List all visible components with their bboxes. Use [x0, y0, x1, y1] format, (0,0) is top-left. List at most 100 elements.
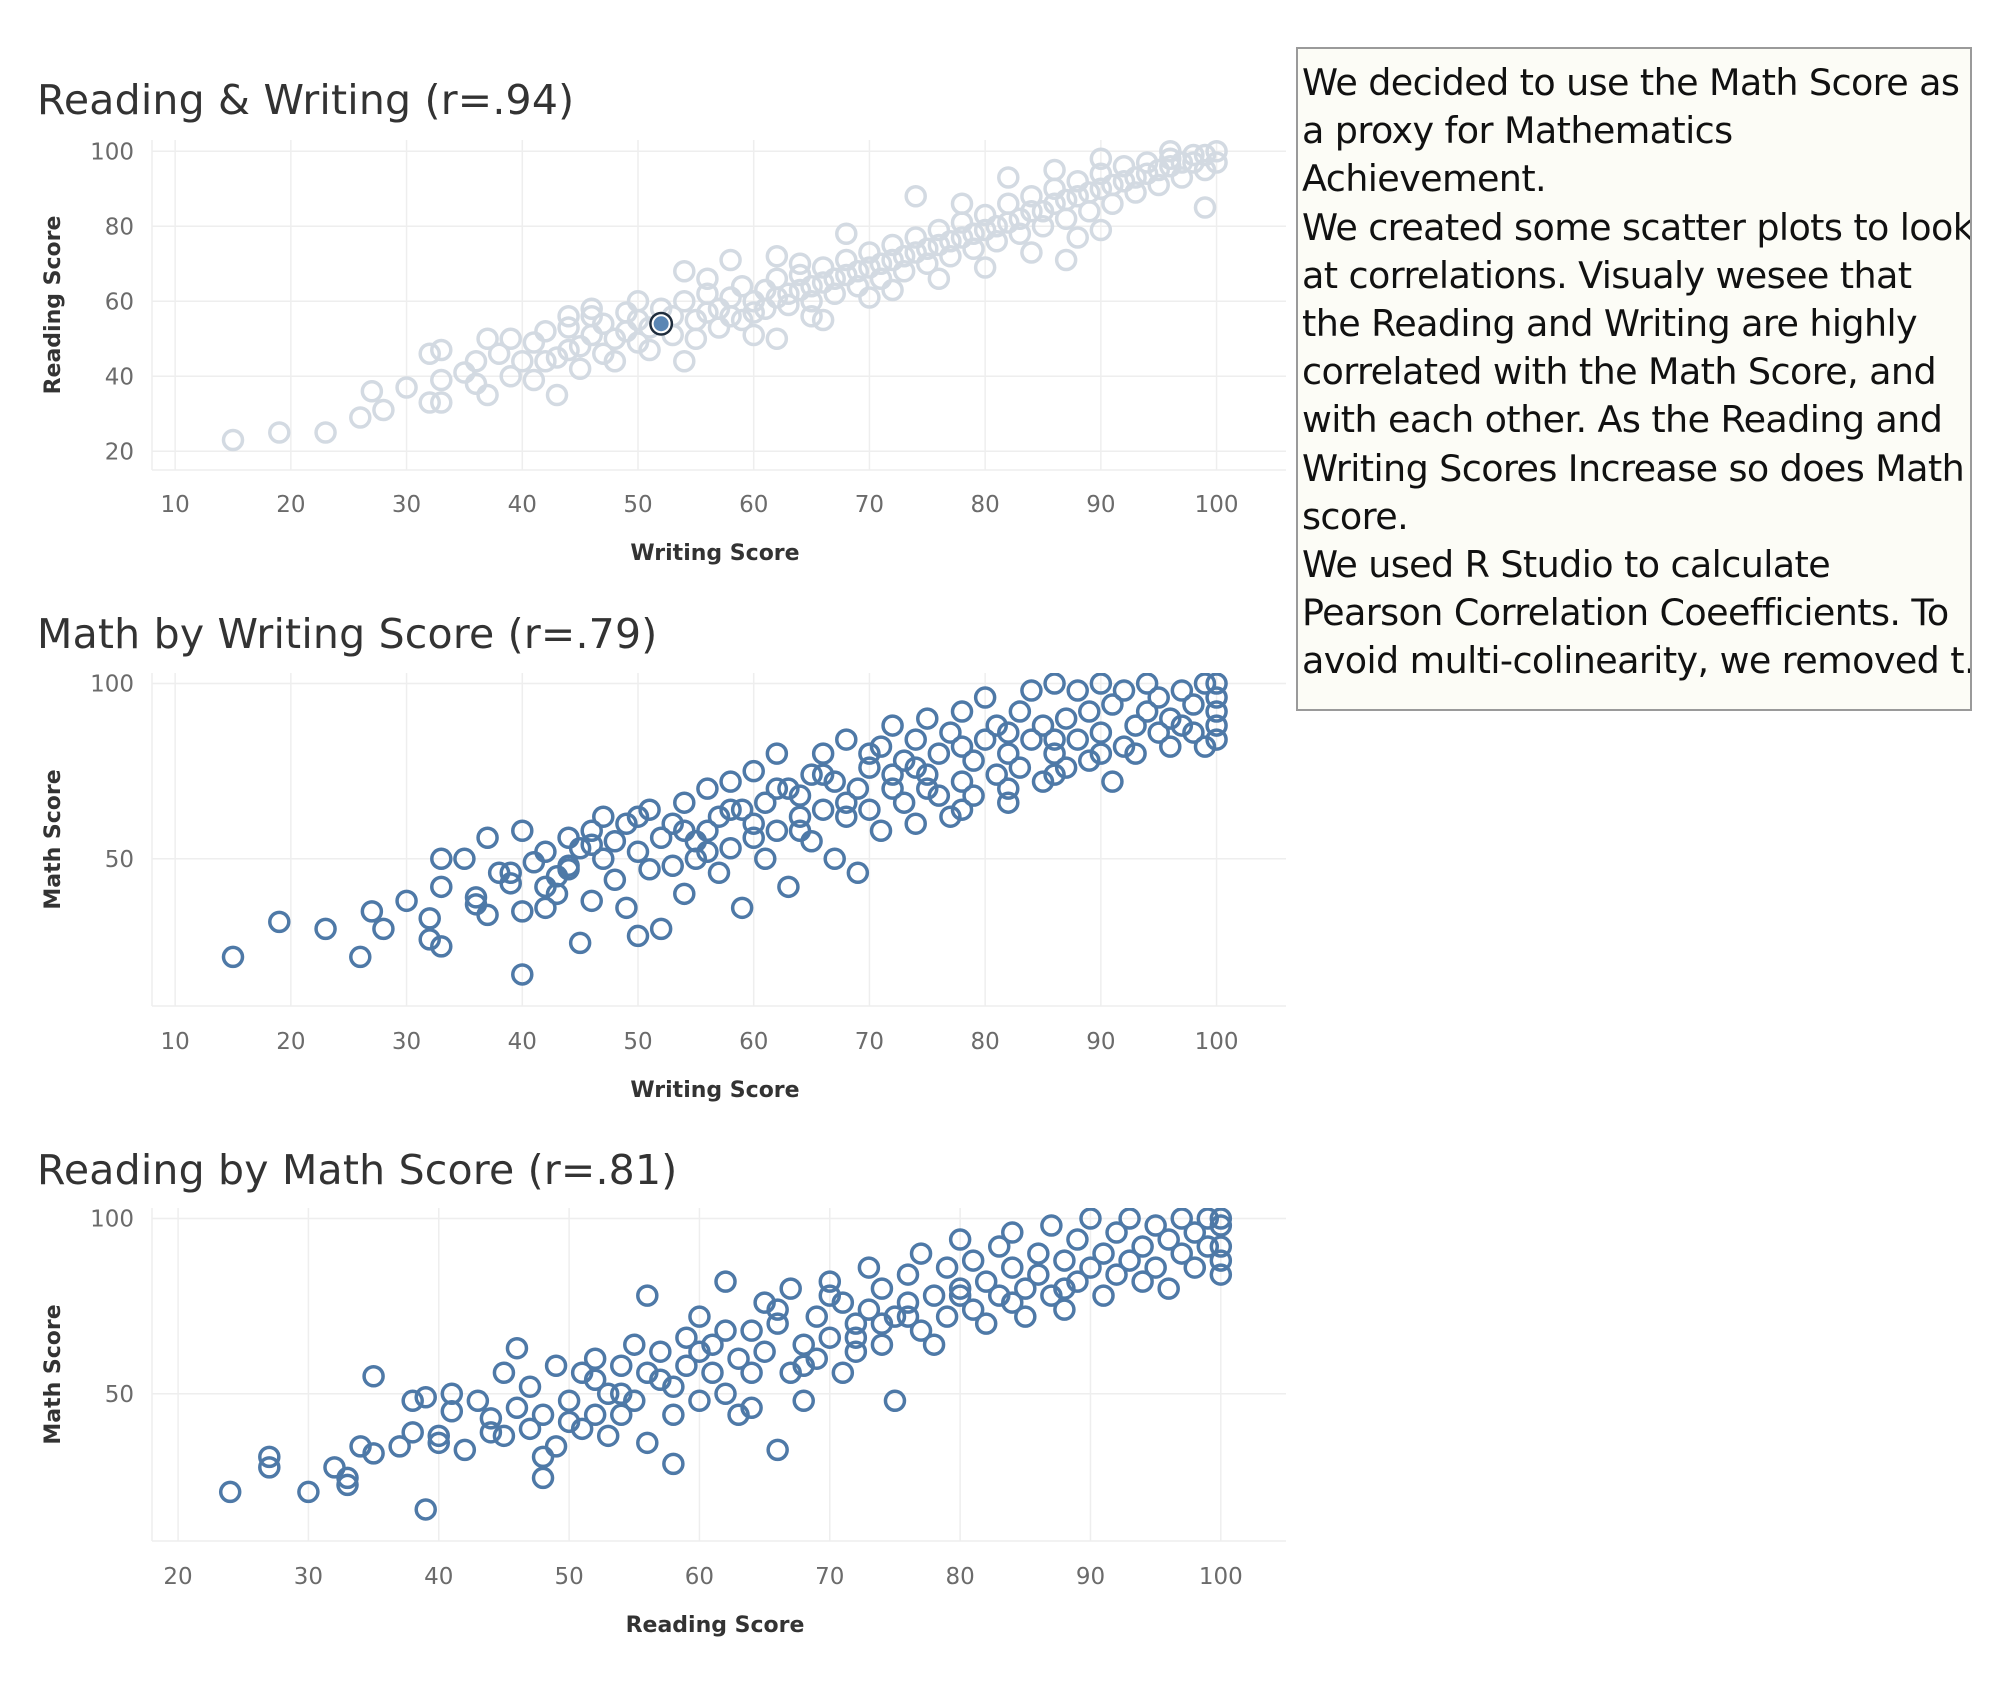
scatter-point[interactable] [688, 1340, 711, 1363]
scatter-point[interactable] [675, 1326, 698, 1349]
scatter-point[interactable] [869, 735, 893, 758]
scatter-point[interactable] [557, 854, 580, 878]
scatter-point[interactable] [649, 826, 673, 849]
scatter-point[interactable] [811, 763, 835, 786]
scatter-point[interactable] [962, 222, 985, 245]
scatter-point[interactable] [649, 1340, 672, 1363]
scatter-point[interactable] [1170, 1208, 1193, 1230]
scatter-point[interactable] [974, 1270, 998, 1293]
scatter-point[interactable] [997, 211, 1020, 234]
scatter-point[interactable] [684, 847, 708, 871]
scatter-point[interactable] [916, 252, 939, 275]
scatter-point[interactable] [1112, 170, 1136, 193]
scatter-point[interactable] [518, 1375, 542, 1399]
scatter-point[interactable] [1053, 1298, 1076, 1321]
scatter-point[interactable] [626, 805, 650, 828]
scatter-point[interactable] [268, 910, 291, 934]
scatter-point[interactable] [557, 316, 580, 339]
scatter-point[interactable] [1205, 140, 1228, 163]
scatter-point[interactable] [1054, 248, 1078, 272]
scatter-point[interactable] [835, 263, 858, 287]
scatter-point[interactable] [939, 245, 962, 268]
scatter-point[interactable] [580, 323, 603, 347]
scatter-point[interactable] [623, 1333, 646, 1356]
scatter-point[interactable] [1079, 1256, 1102, 1279]
scatter-point[interactable] [638, 338, 661, 362]
scatter-point[interactable] [499, 365, 522, 388]
scatter-point[interactable] [568, 931, 592, 955]
scatter-point[interactable] [531, 1403, 555, 1427]
scatter-point[interactable] [904, 241, 927, 264]
scatter-point[interactable] [696, 819, 719, 842]
scatter-point[interactable] [522, 851, 546, 874]
scatter-point[interactable] [323, 1456, 346, 1479]
scatter-point[interactable] [636, 1284, 659, 1307]
scatter-point[interactable] [881, 233, 904, 257]
scatter-point[interactable] [707, 805, 731, 828]
scatter-point[interactable] [973, 686, 997, 709]
scatter-point[interactable] [881, 763, 904, 786]
scatter-point[interactable] [927, 233, 951, 257]
scatter-point[interactable] [869, 819, 893, 842]
scatter-point[interactable] [430, 338, 453, 362]
scatter-point[interactable] [1112, 155, 1136, 178]
scatter-point[interactable] [1112, 679, 1136, 702]
scatter-point[interactable] [788, 263, 812, 287]
scatter-point[interactable] [511, 819, 534, 842]
scatter-point[interactable] [800, 290, 823, 313]
scatter-point[interactable] [844, 1326, 868, 1349]
scatter-point[interactable] [800, 830, 823, 853]
scatter-point[interactable] [858, 798, 881, 821]
scatter-point[interactable] [1066, 185, 1089, 208]
scatter-point[interactable] [777, 875, 800, 899]
scatter-point[interactable] [788, 805, 812, 828]
scatter-point[interactable] [714, 1319, 737, 1342]
scatter-point[interactable] [696, 301, 719, 324]
scatter-point[interactable] [1147, 158, 1170, 182]
scatter-point[interactable] [1066, 170, 1089, 193]
scatter-point[interactable] [1170, 166, 1194, 189]
scatter-point[interactable] [360, 380, 384, 403]
scatter-point[interactable] [766, 1312, 789, 1335]
scatter-point[interactable] [1043, 742, 1066, 765]
scatter-point[interactable] [869, 252, 893, 275]
scatter-point[interactable] [935, 1256, 959, 1279]
scatter-point[interactable] [858, 241, 881, 264]
scatter-point[interactable] [1147, 686, 1170, 709]
scatter-point[interactable] [592, 847, 615, 871]
scatter-point[interactable] [1124, 714, 1147, 737]
scatter-point[interactable] [499, 861, 522, 885]
scatter-point[interactable] [765, 245, 789, 268]
scatter-point[interactable] [1054, 188, 1078, 212]
scatter-point[interactable] [675, 1354, 698, 1377]
scatter-point[interactable] [372, 398, 395, 422]
scatter-point[interactable] [719, 248, 742, 272]
scatter-point[interactable] [909, 1319, 933, 1342]
scatter-point[interactable] [1135, 162, 1159, 185]
scatter-point[interactable] [754, 297, 777, 320]
scatter-point[interactable] [609, 1354, 633, 1377]
scatter-point[interactable] [418, 928, 441, 951]
scatter-point[interactable] [583, 1403, 607, 1427]
scatter-point[interactable] [961, 1298, 985, 1321]
scatter-point[interactable] [662, 1375, 685, 1399]
scatter-point[interactable] [881, 714, 904, 737]
scatter-point[interactable] [534, 840, 557, 864]
scatter-point[interactable] [649, 917, 673, 941]
scatter-point[interactable] [1043, 192, 1066, 215]
scatter-point[interactable] [765, 777, 789, 800]
scatter-point[interactable] [904, 728, 927, 751]
scatter-point[interactable] [927, 784, 951, 807]
scatter-point[interactable] [545, 882, 569, 906]
scatter-point[interactable] [962, 237, 985, 260]
scatter-point[interactable] [1031, 215, 1055, 238]
scatter-point[interactable] [823, 770, 846, 793]
scatter-point[interactable] [427, 1431, 451, 1455]
scatter-point[interactable] [754, 791, 777, 814]
scatter-point[interactable] [544, 1354, 568, 1377]
scatter-point[interactable] [714, 1382, 737, 1406]
scatter-point[interactable] [388, 1435, 411, 1458]
scatter-point[interactable] [1078, 200, 1101, 223]
scatter-point[interactable] [811, 271, 835, 294]
scatter-point[interactable] [1101, 192, 1124, 215]
